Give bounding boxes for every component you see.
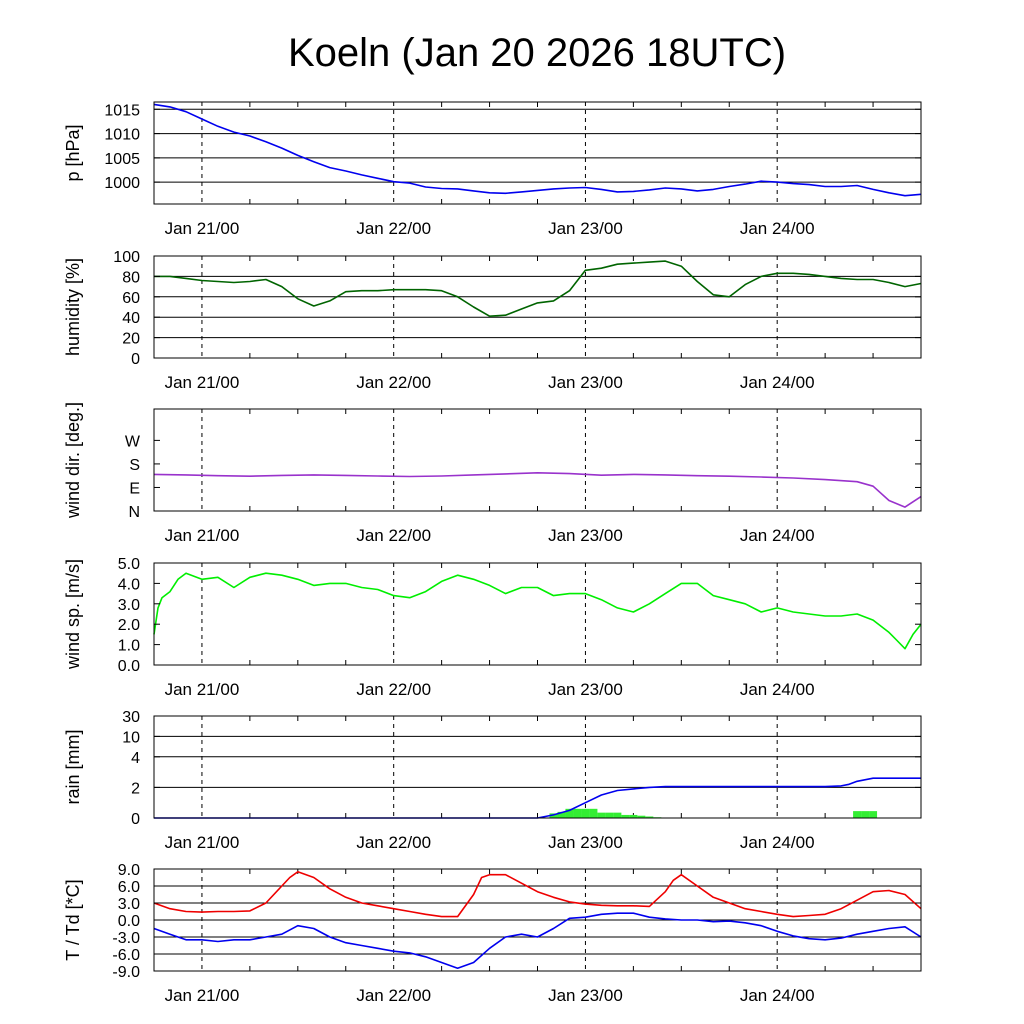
y-axis-label: wind sp. [m/s] bbox=[63, 559, 83, 670]
y-tick-label: 0.0 bbox=[118, 658, 140, 675]
y-tick-label: 1005 bbox=[104, 151, 140, 168]
plot-frame bbox=[153, 408, 922, 512]
x-tick-label: Jan 22/00 bbox=[356, 373, 431, 392]
y-tick-label: 4 bbox=[131, 750, 140, 767]
rain-bar bbox=[597, 812, 606, 818]
series-t bbox=[153, 870, 922, 918]
x-tick-label: Jan 23/00 bbox=[548, 373, 623, 392]
y-tick-label: 4.0 bbox=[118, 576, 140, 593]
y-tick-label: 2.0 bbox=[118, 617, 140, 634]
x-tick-label: Jan 24/00 bbox=[740, 680, 815, 699]
chart-title: Koeln (Jan 20 2026 18UTC) bbox=[288, 31, 786, 75]
y-axis-label: rain [mm] bbox=[63, 729, 83, 804]
x-tick-label: Jan 21/00 bbox=[165, 833, 240, 852]
y-axis-label: humidity [%] bbox=[63, 258, 83, 356]
plot-frame bbox=[153, 562, 922, 666]
rain-bar bbox=[853, 811, 862, 818]
y-tick-label: 3.0 bbox=[118, 597, 140, 614]
rain-bar bbox=[605, 812, 614, 818]
y-tick-label: 6.0 bbox=[118, 879, 140, 896]
x-tick-label: Jan 22/00 bbox=[356, 833, 431, 852]
panel-temperature: 9.06.03.00.0-3.0-6.0-9.0 T / Td [*C] Jan 2… bbox=[63, 862, 922, 1005]
x-tick-label: Jan 23/00 bbox=[548, 680, 623, 699]
x-tick-label: Jan 21/00 bbox=[165, 526, 240, 545]
y-tick-label: 1000 bbox=[104, 175, 140, 192]
y-tick-label: 60 bbox=[122, 290, 140, 307]
y-tick-label: 1015 bbox=[104, 102, 140, 119]
x-tick-label: Jan 21/00 bbox=[165, 680, 240, 699]
y-tick-label: 3.0 bbox=[118, 896, 140, 913]
y-tick-label: 0 bbox=[131, 351, 140, 368]
y-axis-label: wind dir. [deg.] bbox=[63, 402, 83, 519]
y-tick-label: E bbox=[129, 480, 140, 497]
y-axis-label: p [hPa] bbox=[63, 124, 83, 181]
x-tick-label: Jan 24/00 bbox=[740, 526, 815, 545]
x-tick-label: Jan 24/00 bbox=[740, 833, 815, 852]
rain-bar bbox=[861, 811, 870, 818]
x-tick-label: Jan 22/00 bbox=[356, 526, 431, 545]
plot-frame bbox=[153, 255, 922, 359]
x-tick-label: Jan 21/00 bbox=[165, 373, 240, 392]
y-tick-label: 1010 bbox=[104, 127, 140, 144]
plot-frame bbox=[153, 715, 922, 819]
series-humidity bbox=[154, 260, 922, 318]
rain-bar bbox=[589, 808, 598, 818]
x-tick-label: Jan 23/00 bbox=[548, 219, 623, 238]
y-axis-label: T / Td [*C] bbox=[63, 879, 83, 960]
y-tick-label: N bbox=[128, 504, 140, 521]
y-tick-label: 40 bbox=[122, 310, 140, 327]
y-tick-label: 9.0 bbox=[118, 862, 140, 879]
x-tick-label: Jan 24/00 bbox=[740, 373, 815, 392]
y-tick-label: -3.0 bbox=[112, 930, 140, 947]
rain-bar bbox=[581, 808, 590, 818]
x-tick-label: Jan 22/00 bbox=[356, 219, 431, 238]
rain-bar bbox=[645, 816, 654, 818]
x-tick-label: Jan 21/00 bbox=[165, 986, 240, 1005]
rain-bar bbox=[573, 808, 582, 818]
y-tick-label: 30 bbox=[122, 709, 140, 726]
series-td bbox=[153, 912, 922, 970]
y-tick-label: -9.0 bbox=[112, 964, 140, 981]
panel-humidity: 100 80 60 40 20 0 humidity [%] Jan 21/00 Jan 22/… bbox=[63, 249, 922, 392]
y-tick-label: S bbox=[129, 457, 140, 474]
x-tick-label: Jan 23/00 bbox=[548, 833, 623, 852]
y-tick-label: 5.0 bbox=[118, 556, 140, 573]
series-pressure bbox=[153, 103, 922, 197]
y-tick-label: 100 bbox=[113, 249, 140, 266]
y-tick-label: W bbox=[125, 433, 141, 450]
rain-bar bbox=[565, 808, 574, 818]
series-wind-direction bbox=[153, 471, 922, 508]
plot-frame bbox=[153, 101, 922, 205]
y-tick-label: 0 bbox=[131, 811, 140, 828]
y-tick-label: 20 bbox=[122, 331, 140, 348]
y-tick-label: 1.0 bbox=[118, 638, 140, 655]
x-tick-label: Jan 23/00 bbox=[548, 526, 623, 545]
rain-bar bbox=[629, 814, 638, 818]
panel-pressure: 1015 1010 1005 1000 p [hPa] Jan 21/00 Jan 22/0… bbox=[63, 101, 922, 238]
x-tick-label: Jan 21/00 bbox=[165, 219, 240, 238]
y-tick-label: 10 bbox=[122, 729, 140, 746]
x-tick-label: Jan 24/00 bbox=[740, 986, 815, 1005]
y-tick-label: 0.0 bbox=[118, 913, 140, 930]
series-wind-speed bbox=[153, 572, 922, 650]
rain-bar bbox=[557, 811, 566, 818]
x-tick-label: Jan 22/00 bbox=[356, 986, 431, 1005]
rain-bar bbox=[637, 815, 646, 818]
x-tick-label: Jan 22/00 bbox=[356, 680, 431, 699]
rain-bar bbox=[621, 814, 630, 818]
panel-rain: 30 10 4 2 0 rain [mm] Jan 21/00 Jan 22/00 Jan 23… bbox=[63, 709, 922, 852]
series-accumulated-rain bbox=[154, 777, 921, 819]
rain-bar bbox=[869, 811, 878, 818]
x-tick-label: Jan 23/00 bbox=[548, 986, 623, 1005]
rain-bar bbox=[613, 812, 622, 818]
y-tick-label: 2 bbox=[131, 780, 140, 797]
y-tick-label: -6.0 bbox=[112, 947, 140, 964]
x-tick-label: Jan 24/00 bbox=[740, 219, 815, 238]
panel-wind_speed: 5.0 4.0 3.0 2.0 1.0 0.0 wind sp. [m/s] Jan 21/0… bbox=[63, 556, 922, 699]
y-tick-label: 80 bbox=[122, 269, 140, 286]
